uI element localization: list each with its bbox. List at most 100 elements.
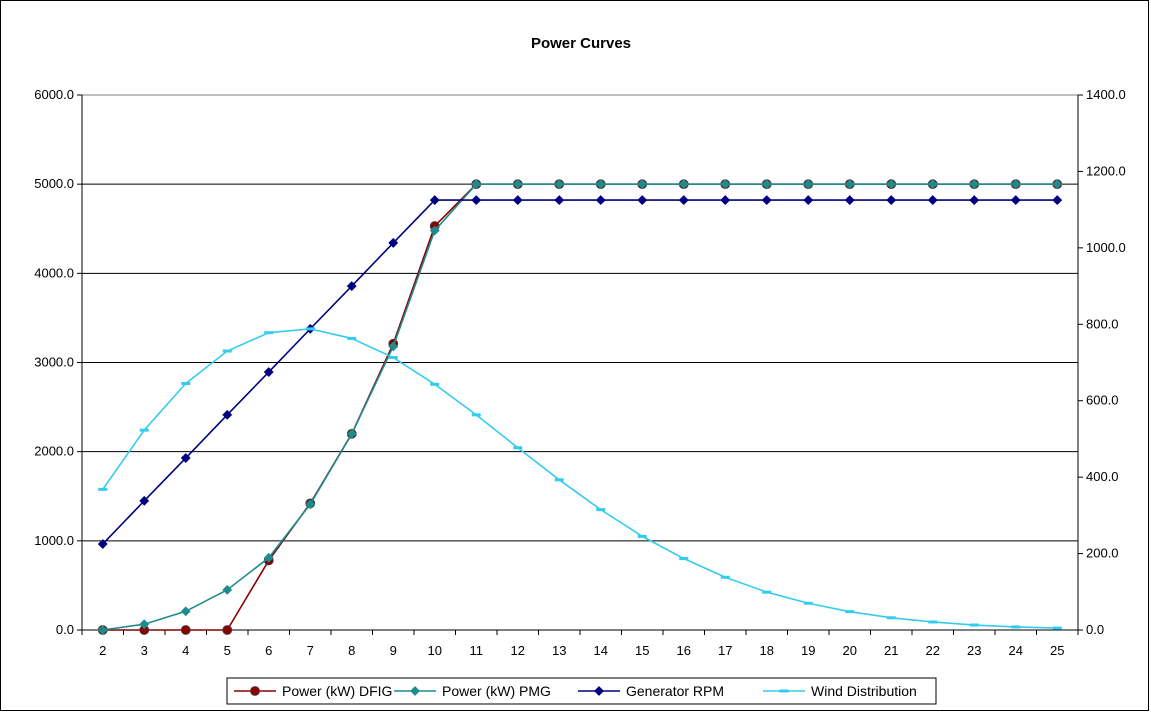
data-point xyxy=(928,620,938,624)
data-point xyxy=(346,428,357,439)
y2-tick-label: 1400.0 xyxy=(1086,87,1126,102)
data-point xyxy=(388,356,398,360)
data-point xyxy=(471,195,482,206)
data-point xyxy=(222,625,233,635)
data-point xyxy=(430,382,440,386)
y-tick-label: 4000.0 xyxy=(34,265,74,280)
data-point xyxy=(1052,626,1062,630)
data-point xyxy=(720,179,731,190)
legend-swatch-marker xyxy=(410,686,420,696)
data-point xyxy=(512,195,523,206)
y-tick-label: 3000.0 xyxy=(34,355,74,370)
data-point xyxy=(471,413,481,417)
data-point xyxy=(1010,195,1021,206)
y2-tick-label: 400.0 xyxy=(1086,469,1119,484)
data-point xyxy=(1011,625,1021,629)
data-point xyxy=(761,195,772,206)
y2-tick-label: 1000.0 xyxy=(1086,240,1126,255)
x-tick-label: 11 xyxy=(470,643,484,658)
data-point xyxy=(844,179,855,190)
data-point xyxy=(969,195,980,206)
data-point xyxy=(305,327,315,331)
x-tick-label: 3 xyxy=(141,643,148,658)
data-point xyxy=(886,179,897,190)
data-point xyxy=(720,575,730,579)
legend-label: Power (kW) DFIG xyxy=(282,683,392,699)
x-tick-label: 16 xyxy=(677,643,691,658)
series-line xyxy=(102,328,1058,629)
data-point xyxy=(512,179,523,190)
chart-title: Power Curves xyxy=(531,35,631,52)
data-point xyxy=(222,409,233,420)
data-point xyxy=(139,495,150,506)
data-point xyxy=(139,428,149,432)
x-tick-label: 9 xyxy=(390,643,397,658)
data-point xyxy=(264,331,274,335)
data-point xyxy=(679,557,689,561)
data-point xyxy=(595,195,606,206)
data-point xyxy=(97,539,108,549)
series-0 xyxy=(97,179,1063,635)
x-tick-label: 18 xyxy=(760,643,774,658)
legend-swatch-marker xyxy=(594,686,604,696)
x-tick-label: 7 xyxy=(307,643,314,658)
data-point xyxy=(180,625,191,635)
data-point xyxy=(803,179,814,190)
series-1 xyxy=(97,179,1063,635)
x-tick-label: 14 xyxy=(594,643,608,658)
data-point xyxy=(513,446,523,450)
data-point xyxy=(678,195,689,206)
y-tick-label: 2000.0 xyxy=(34,444,74,459)
data-point xyxy=(637,534,647,538)
data-point xyxy=(554,195,565,206)
data-point xyxy=(181,382,191,386)
x-tick-label: 12 xyxy=(511,643,525,658)
y2-tick-label: 600.0 xyxy=(1086,393,1119,408)
y2-tick-label: 0.0 xyxy=(1086,622,1104,637)
x-tick-label: 25 xyxy=(1050,643,1064,658)
x-tick-label: 2 xyxy=(99,643,106,658)
data-point xyxy=(388,237,399,248)
series-line xyxy=(102,183,1058,631)
data-point xyxy=(263,367,274,377)
data-point xyxy=(429,225,440,236)
legend-item: Power (kW) PMG xyxy=(394,683,551,699)
legend-swatch-marker xyxy=(250,686,260,696)
legend: Power (kW) DFIG Power (kW) PMG Generator R… xyxy=(226,677,937,705)
y2-tick-label: 200.0 xyxy=(1086,546,1119,561)
data-point xyxy=(886,616,896,620)
legend-label: Power (kW) PMG xyxy=(442,683,551,699)
data-point xyxy=(1052,179,1063,190)
data-point xyxy=(554,179,565,190)
x-tick-label: 22 xyxy=(926,643,940,658)
x-tick-label: 23 xyxy=(967,643,981,658)
data-point xyxy=(595,179,606,190)
data-point xyxy=(222,584,233,595)
data-point xyxy=(720,195,731,206)
data-point xyxy=(596,508,606,512)
x-tick-label: 8 xyxy=(348,643,355,658)
data-point xyxy=(97,625,108,635)
legend-item: Power (kW) DFIG xyxy=(234,683,392,699)
legend-swatch-marker xyxy=(779,689,789,693)
data-point xyxy=(554,478,564,482)
gridlines xyxy=(82,94,1078,542)
x-tick-label: 20 xyxy=(843,643,857,658)
y-tick-label: 0.0 xyxy=(56,622,74,637)
data-point xyxy=(927,179,938,190)
legend-label: Generator RPM xyxy=(626,683,724,699)
y-tick-label: 6000.0 xyxy=(34,87,74,102)
data-point xyxy=(803,195,814,206)
data-point xyxy=(678,179,689,190)
x-tick-label: 5 xyxy=(224,643,231,658)
data-point xyxy=(1010,179,1021,190)
y-tick-label: 5000.0 xyxy=(34,176,74,191)
y2-tick-label: 1200.0 xyxy=(1086,163,1126,178)
data-point xyxy=(180,606,191,617)
data-point xyxy=(803,601,813,605)
data-point xyxy=(1052,195,1063,206)
data-point xyxy=(927,195,938,206)
data-point xyxy=(886,195,897,206)
